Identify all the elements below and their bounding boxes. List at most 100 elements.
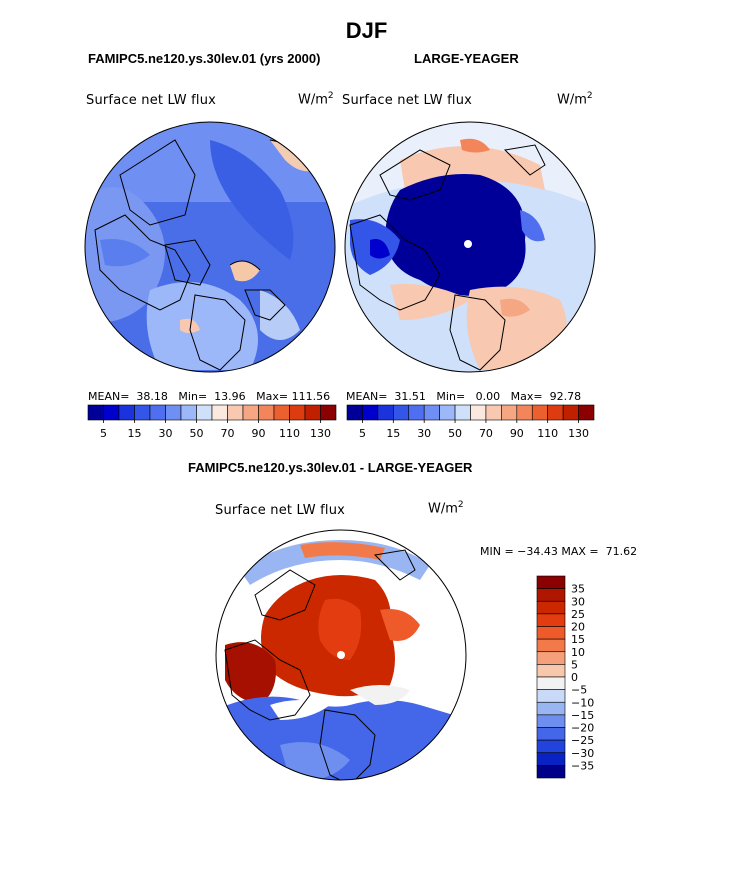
colorbar-3-swatch	[536, 739, 566, 754]
figure-title: DJF	[345, 18, 388, 43]
colorbar-2-swatch	[578, 404, 595, 421]
colorbar-2-tick-label: 110	[537, 427, 558, 440]
colorbar-2-swatch	[531, 404, 548, 421]
colorbar-2-swatch	[393, 404, 410, 421]
colorbar-2-swatch	[516, 404, 533, 421]
colorbar-1-tick-label: 5	[100, 427, 107, 440]
colorbar-1-swatch	[165, 404, 182, 421]
colorbar-1-swatch	[134, 404, 151, 421]
colorbar-3-tick-label: 20	[571, 621, 585, 634]
colorbar-2-swatch	[408, 404, 425, 421]
panel-3-subtitle: FAMIPC5.ne120.ys.30lev.01 - LARGE-YEAGER	[188, 460, 473, 475]
panel-2-stats: MEAN= 31.51 Min= 0.00 Max= 92.78	[346, 390, 582, 403]
colorbar-1: 5 15 30 50 70 90 110 130	[87, 404, 337, 440]
colorbar-2-swatch	[439, 404, 456, 421]
colorbar-3-swatch	[536, 765, 566, 779]
panel-1-variable-label: Surface net LW flux	[86, 93, 217, 108]
colorbar-2-swatch	[362, 404, 379, 421]
colorbar-2-swatch	[547, 404, 564, 421]
colorbar-1-tick-label: 90	[252, 427, 266, 440]
colorbar-3-swatch	[536, 664, 566, 678]
colorbar-1-swatch	[227, 404, 244, 421]
colorbar-1-swatch	[103, 404, 120, 421]
colorbar-1-swatch	[87, 404, 104, 421]
colorbar-2-tick-label: 130	[568, 427, 589, 440]
colorbar-2-swatch	[501, 404, 518, 421]
colorbar-3-swatch	[536, 651, 566, 665]
colorbar-3-swatch	[536, 727, 566, 741]
colorbar-3-swatch	[536, 676, 566, 690]
colorbar-3-swatch	[536, 600, 566, 615]
colorbar-1-tick-label: 15	[128, 427, 142, 440]
panel-1-units: W/m2	[298, 91, 334, 108]
colorbar-1-tick-label: 50	[190, 427, 204, 440]
colorbar-2: 5 15 30 50 70 90 110 130	[346, 404, 595, 440]
panel-1-stats: MEAN= 38.18 Min= 13.96 Max= 111.56	[88, 390, 331, 403]
colorbar-3-tick-label: 10	[571, 646, 585, 659]
panel-1-subtitle: FAMIPC5.ne120.ys.30lev.01 (yrs 2000)	[88, 51, 321, 66]
colorbar-1-tick-label: 70	[221, 427, 235, 440]
colorbar-1-swatch	[180, 404, 197, 421]
map-2-pole-marker	[464, 240, 472, 248]
colorbar-3-tick-label: −10	[571, 696, 594, 709]
panel-3-variable-label: Surface net LW flux	[215, 503, 346, 518]
colorbar-3-tick-label: −20	[571, 722, 594, 735]
colorbar-3-swatch	[536, 638, 566, 653]
colorbar-3-tick-label: −35	[571, 759, 594, 772]
colorbar-1-tick-label: 130	[310, 427, 331, 440]
map-1	[85, 122, 335, 372]
colorbar-2-swatch	[423, 404, 440, 421]
colorbar-1-swatch	[289, 404, 306, 421]
colorbar-2-swatch	[485, 404, 502, 421]
colorbar-1-swatch	[273, 404, 290, 421]
colorbar-3-tick-label: 0	[571, 671, 578, 684]
panel-3-units: W/m2	[428, 500, 464, 517]
map-1-border	[84, 121, 336, 373]
colorbar-3-tick-label: −5	[571, 684, 587, 697]
colorbar-1-swatch	[242, 404, 259, 421]
colorbar-3-tick-label: −15	[571, 709, 594, 722]
colorbar-2-swatch	[562, 404, 579, 421]
colorbar-3-tick-label: 25	[571, 608, 585, 621]
colorbar-3-tick-label: 30	[571, 595, 585, 608]
colorbar-2-swatch	[346, 404, 363, 421]
colorbar-1-swatch	[196, 404, 213, 421]
colorbar-2-tick-label: 70	[479, 427, 493, 440]
colorbar-3-swatch	[536, 701, 566, 716]
colorbar-3-tick-label: −25	[571, 734, 594, 747]
colorbar-2-tick-label: 5	[359, 427, 366, 440]
colorbar-3-tick-label: 35	[571, 583, 585, 596]
colorbar-3-tick-label: −30	[571, 747, 594, 760]
colorbar-1-swatch	[149, 404, 166, 421]
colorbar-3-tick-label: 15	[571, 633, 585, 646]
map-3-border	[215, 529, 467, 781]
colorbar-1-swatch	[211, 404, 228, 421]
colorbar-3-tick-label: 5	[571, 658, 578, 671]
colorbar-2-swatch	[454, 404, 471, 421]
colorbar-2-tick-label: 30	[417, 427, 431, 440]
colorbar-3-swatch	[536, 714, 566, 728]
colorbar-2-swatch	[470, 404, 487, 421]
colorbar-1-swatch	[118, 404, 135, 421]
map-2-border	[344, 121, 596, 373]
colorbar-3-swatch	[536, 752, 566, 766]
colorbar-2-swatch	[377, 404, 394, 421]
colorbar-3-swatch	[536, 575, 566, 589]
colorbar-3-swatch	[536, 626, 566, 640]
colorbar-3-swatch	[536, 613, 566, 627]
colorbar-1-swatch	[320, 404, 337, 421]
colorbar-2-tick-label: 90	[510, 427, 524, 440]
colorbar-2-tick-label: 15	[386, 427, 400, 440]
panel-3-stats: MIN = −34.43 MAX = 71.62	[480, 545, 638, 558]
colorbar-1-tick-label: 30	[159, 427, 173, 440]
panel-2-subtitle: LARGE-YEAGER	[414, 51, 519, 66]
panel-2-variable-label: Surface net LW flux	[342, 93, 473, 108]
colorbar-1-swatch	[258, 404, 275, 421]
colorbar-1-swatch	[304, 404, 321, 421]
colorbar-3-swatch	[536, 588, 566, 602]
panel-2-units: W/m2	[557, 91, 593, 108]
colorbar-3-swatch	[536, 689, 566, 703]
map-3-pole-marker	[337, 651, 345, 659]
